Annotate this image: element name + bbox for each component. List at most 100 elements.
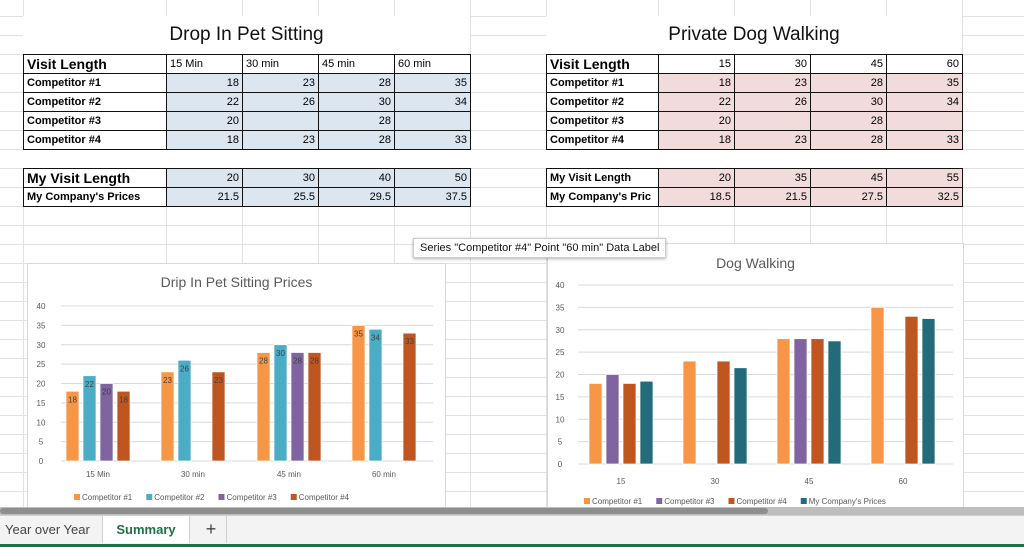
value-cell[interactable]: 34 bbox=[886, 92, 963, 112]
value-cell[interactable]: 35 bbox=[886, 73, 963, 93]
bar[interactable] bbox=[307, 352, 322, 462]
bar[interactable] bbox=[733, 367, 748, 465]
dog-walking-table[interactable]: Visit Length 15 30 45 60 Competitor #1 18 23 28 3… bbox=[546, 54, 963, 207]
value-cell[interactable]: 37.5 bbox=[394, 187, 471, 207]
value-cell[interactable]: 35 bbox=[394, 73, 471, 93]
value-cell[interactable]: 23 bbox=[734, 130, 811, 150]
value-cell[interactable]: 20 bbox=[166, 168, 243, 188]
bar[interactable] bbox=[716, 360, 731, 465]
value-cell[interactable]: 30 bbox=[318, 92, 395, 112]
legend-entry[interactable]: Competitor #2 bbox=[154, 493, 205, 502]
pet-sitting-chart[interactable]: Drip In Pet Sitting Prices 0 5 10 15 20 25 30 35… bbox=[27, 263, 446, 512]
value-cell[interactable] bbox=[886, 111, 963, 131]
value-cell[interactable]: 22 bbox=[658, 92, 735, 112]
row-label[interactable]: Competitor #4 bbox=[23, 130, 167, 150]
value-cell[interactable]: 18 bbox=[166, 130, 243, 150]
bar[interactable] bbox=[793, 338, 808, 465]
visit-length-header[interactable]: Visit Length bbox=[546, 54, 659, 74]
value-cell[interactable]: 32.5 bbox=[886, 187, 963, 207]
bar[interactable] bbox=[810, 338, 825, 465]
bar[interactable] bbox=[682, 360, 697, 465]
column-header[interactable]: 60 min bbox=[394, 54, 471, 74]
bar[interactable] bbox=[605, 374, 620, 465]
legend-entry[interactable]: Competitor #1 bbox=[592, 497, 643, 506]
data-label[interactable]: 26 bbox=[180, 364, 189, 373]
value-cell[interactable]: 35 bbox=[734, 168, 811, 188]
column-header[interactable]: 15 bbox=[658, 54, 735, 74]
data-label[interactable]: 28 bbox=[293, 357, 302, 366]
row-label[interactable]: Competitor #4 bbox=[546, 130, 659, 150]
column-header[interactable]: 15 Min bbox=[166, 54, 243, 74]
value-cell[interactable]: 20 bbox=[166, 111, 243, 131]
value-cell[interactable]: 28 bbox=[810, 73, 887, 93]
value-cell[interactable]: 28 bbox=[318, 130, 395, 150]
row-label[interactable]: My Company's Prices bbox=[23, 187, 167, 207]
legend-entry[interactable]: Competitor #4 bbox=[299, 493, 350, 502]
scrollbar-thumb[interactable] bbox=[0, 508, 768, 514]
bar[interactable] bbox=[256, 352, 271, 462]
value-cell[interactable]: 20 bbox=[658, 111, 735, 131]
value-cell[interactable]: 18 bbox=[166, 73, 243, 93]
value-cell[interactable]: 26 bbox=[242, 92, 319, 112]
data-label[interactable]: 18 bbox=[68, 395, 77, 404]
value-cell[interactable] bbox=[734, 111, 811, 131]
value-cell[interactable]: 55 bbox=[886, 168, 963, 188]
legend-entry[interactable]: My Company's Prices bbox=[809, 497, 886, 506]
row-label[interactable]: My Visit Length bbox=[23, 168, 167, 188]
bar[interactable] bbox=[402, 332, 417, 462]
bar[interactable] bbox=[99, 383, 114, 462]
data-label[interactable]: 23 bbox=[163, 376, 172, 385]
data-label[interactable]: 23 bbox=[214, 376, 223, 385]
row-label[interactable]: My Visit Length bbox=[546, 168, 659, 188]
bar[interactable] bbox=[870, 307, 885, 465]
value-cell[interactable]: 30 bbox=[242, 168, 319, 188]
row-label[interactable]: Competitor #2 bbox=[546, 92, 659, 112]
bar[interactable] bbox=[351, 325, 366, 462]
data-label[interactable]: 35 bbox=[354, 329, 363, 338]
horizontal-scrollbar[interactable] bbox=[0, 507, 1024, 515]
value-cell[interactable]: 28 bbox=[810, 130, 887, 150]
value-cell[interactable]: 23 bbox=[242, 130, 319, 150]
legend-entry[interactable]: Competitor #3 bbox=[664, 497, 715, 506]
bar[interactable] bbox=[639, 380, 654, 465]
data-label[interactable]: 30 bbox=[276, 349, 285, 358]
bar[interactable] bbox=[921, 318, 936, 465]
legend-entry[interactable]: Competitor #1 bbox=[82, 493, 133, 502]
data-label[interactable]: 28 bbox=[259, 357, 268, 366]
column-header[interactable]: 30 min bbox=[242, 54, 319, 74]
value-cell[interactable]: 25.5 bbox=[242, 187, 319, 207]
data-label[interactable]: 18 bbox=[119, 395, 128, 404]
row-label[interactable]: Competitor #3 bbox=[546, 111, 659, 131]
value-cell[interactable]: 22 bbox=[166, 92, 243, 112]
pet-sitting-table[interactable]: Visit Length 15 Min 30 min 45 min 60 min Comp… bbox=[23, 54, 471, 207]
column-header[interactable]: 30 bbox=[734, 54, 811, 74]
value-cell[interactable]: 28 bbox=[810, 111, 887, 131]
value-cell[interactable]: 20 bbox=[658, 168, 735, 188]
row-label[interactable]: Competitor #1 bbox=[546, 73, 659, 93]
value-cell[interactable]: 26 bbox=[734, 92, 811, 112]
legend-entry[interactable]: Competitor #4 bbox=[737, 497, 788, 506]
value-cell[interactable]: 23 bbox=[242, 73, 319, 93]
data-label[interactable]: 28 bbox=[310, 357, 319, 366]
value-cell[interactable]: 23 bbox=[734, 73, 811, 93]
column-header[interactable]: 45 min bbox=[318, 54, 395, 74]
data-label[interactable]: 33 bbox=[405, 337, 414, 346]
bar[interactable] bbox=[177, 359, 192, 462]
value-cell[interactable]: 33 bbox=[886, 130, 963, 150]
bar[interactable] bbox=[290, 352, 305, 462]
tab-year-over-year[interactable]: Year over Year bbox=[5, 522, 90, 537]
bar[interactable] bbox=[160, 371, 175, 462]
value-cell[interactable] bbox=[394, 111, 471, 131]
value-cell[interactable]: 27.5 bbox=[810, 187, 887, 207]
bar[interactable] bbox=[82, 375, 97, 462]
bar[interactable] bbox=[904, 315, 919, 465]
column-header[interactable]: 45 bbox=[810, 54, 887, 74]
row-label[interactable]: Competitor #3 bbox=[23, 111, 167, 131]
bar[interactable] bbox=[827, 340, 842, 465]
bar[interactable] bbox=[273, 344, 288, 462]
value-cell[interactable]: 21.5 bbox=[734, 187, 811, 207]
row-label[interactable]: Competitor #1 bbox=[23, 73, 167, 93]
bar[interactable] bbox=[211, 371, 226, 462]
bar[interactable] bbox=[116, 390, 131, 462]
value-cell[interactable]: 29.5 bbox=[318, 187, 395, 207]
